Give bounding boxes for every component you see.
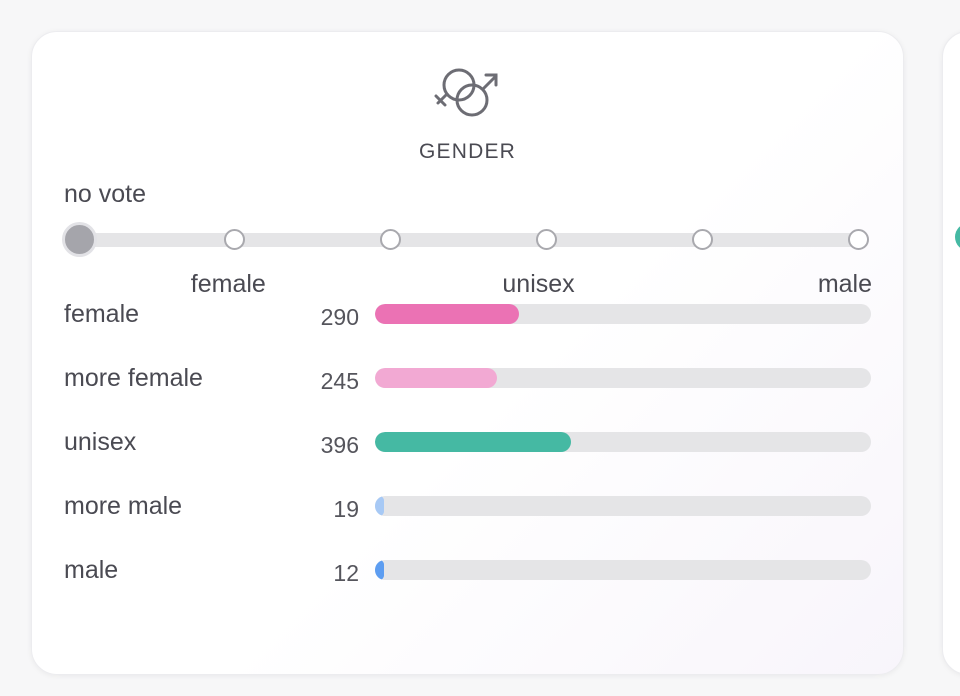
vote-bar-track xyxy=(375,432,871,452)
vote-count: 290 xyxy=(320,304,359,330)
vote-bar-track xyxy=(375,496,871,516)
vote-bar-fill xyxy=(375,432,571,452)
vote-bar-fill xyxy=(375,368,497,388)
vote-bar-fill xyxy=(375,560,384,580)
vote-row: unisex 396 xyxy=(32,428,903,468)
slider-stop[interactable] xyxy=(847,229,869,250)
vote-count: 19 xyxy=(333,496,359,522)
vote-row: male 12 xyxy=(32,556,903,596)
vote-bar-fill xyxy=(375,496,384,516)
slider-stop[interactable] xyxy=(691,229,713,250)
vote-bar-track xyxy=(375,368,871,388)
gender-symbols-icon xyxy=(434,68,498,117)
next-card xyxy=(942,31,960,675)
vote-label: more male xyxy=(64,492,183,520)
vote-bar-track xyxy=(375,304,871,324)
vote-label: female xyxy=(64,300,140,328)
slider-label-female: female xyxy=(190,270,266,298)
vote-row: female 290 xyxy=(32,300,903,340)
vote-count: 12 xyxy=(333,560,359,586)
slider-track[interactable] xyxy=(74,233,864,247)
next-card-slider-handle[interactable] xyxy=(955,223,960,251)
vote-label: unisex xyxy=(64,428,137,456)
vote-label: more female xyxy=(64,364,203,392)
vote-bar-fill xyxy=(375,304,519,324)
slider-stop[interactable] xyxy=(535,229,557,250)
no-vote-label: no vote xyxy=(64,180,147,208)
slider-handle[interactable] xyxy=(61,222,97,257)
vote-row: more female 245 xyxy=(32,364,903,404)
slider-label-male: male xyxy=(817,270,872,298)
slider-stop[interactable] xyxy=(224,229,246,250)
slider-label-unisex: unisex xyxy=(502,270,575,298)
gender-card: GENDER no vote female unisex male female 29… xyxy=(31,31,904,675)
vote-count: 396 xyxy=(320,432,359,458)
gender-slider[interactable] xyxy=(61,222,874,258)
vote-row: more male 19 xyxy=(32,492,903,532)
card-title: GENDER xyxy=(418,140,517,163)
slider-stop[interactable] xyxy=(380,229,402,250)
vote-bar-track xyxy=(375,560,871,580)
vote-count: 245 xyxy=(320,368,359,394)
vote-label: male xyxy=(64,556,119,584)
